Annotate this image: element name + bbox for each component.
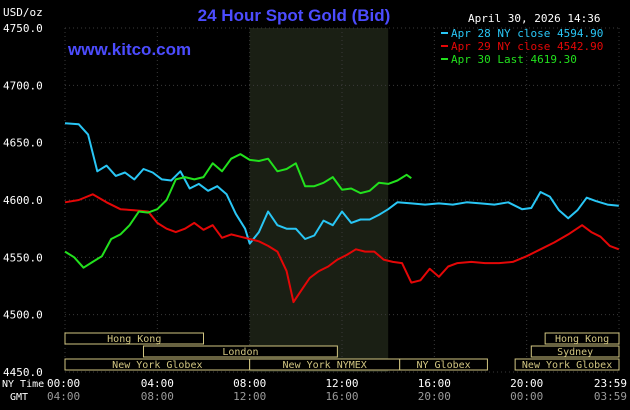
series-line-1	[64, 122, 619, 245]
x-tick-label-ny: 20:00	[510, 377, 543, 390]
x-tick-label-gmt: 08:00	[141, 390, 174, 403]
session-label: New York NYMEX	[283, 360, 367, 371]
session-label: Hong Kong	[555, 334, 609, 345]
session-bar	[514, 358, 620, 371]
y-tick-label: 4750.0	[3, 22, 43, 35]
x-tick-label-ny: 23:59	[594, 377, 627, 390]
x-tick-label-gmt: 16:00	[325, 390, 358, 403]
y-tick-label: 4500.0	[3, 309, 43, 322]
session-label: New York Globex	[112, 360, 202, 371]
y-tick-labels: 4750.0 4700.0 4650.0 4600.0 4550.0 4500.0 4450…	[3, 22, 43, 379]
session-label: NY Globex	[416, 360, 470, 371]
x-axis-label-ny: NY Time	[2, 379, 44, 390]
x-tick-labels: 00:0004:0004:0008:0008:0012:0012:0016:00…	[47, 377, 627, 403]
nymex-hours-highlight	[249, 28, 389, 372]
x-tick-label-gmt: 03:59	[594, 390, 627, 403]
y-tick-label: 4600.0	[3, 194, 43, 207]
x-tick-label-ny: 12:00	[325, 377, 358, 390]
unit-label: USD/oz	[3, 6, 43, 19]
session-label: New York Globex	[522, 360, 612, 371]
timestamp: April 30, 2026 14:36	[468, 12, 600, 25]
session-label: Sydney	[557, 347, 593, 358]
session-bar	[544, 332, 620, 345]
series-lines	[64, 122, 620, 304]
session-bar	[530, 345, 620, 358]
x-tick-label-ny: 00:00	[47, 377, 80, 390]
session-label: London	[222, 347, 258, 358]
x-tick-label-gmt: 20:00	[418, 390, 451, 403]
x-tick-label-gmt: 12:00	[233, 390, 266, 403]
session-bar	[64, 332, 204, 345]
session-bars: Hong Kong Hong Kong London Sydney New York G…	[64, 332, 620, 371]
watermark: www.kitco.com	[67, 40, 191, 59]
session-label: Hong Kong	[107, 334, 161, 345]
x-tick-label-gmt: 00:00	[510, 390, 543, 403]
series-line-3	[64, 153, 412, 269]
legend-entry: Apr 29 NY close 4542.90	[451, 40, 603, 53]
legend-entry: Apr 28 NY close 4594.90	[451, 27, 603, 40]
legend-entry: Apr 30 Last 4619.30	[451, 53, 577, 66]
x-tick-label-ny: 08:00	[233, 377, 266, 390]
x-tick-label-ny: 16:00	[418, 377, 451, 390]
session-bar	[142, 345, 338, 358]
x-tick-label-ny: 04:00	[141, 377, 174, 390]
y-tick-label: 4650.0	[3, 137, 43, 150]
y-tick-label: 4550.0	[3, 251, 43, 264]
series-line-2	[64, 193, 620, 304]
y-tick-label: 4450.0	[3, 366, 43, 379]
chart-title: 24 Hour Spot Gold (Bid)	[198, 6, 391, 25]
y-tick-label: 4700.0	[3, 79, 43, 92]
x-axis-label-gmt: GMT	[10, 392, 28, 403]
session-bar	[399, 358, 488, 371]
x-tick-label-gmt: 04:00	[47, 390, 80, 403]
